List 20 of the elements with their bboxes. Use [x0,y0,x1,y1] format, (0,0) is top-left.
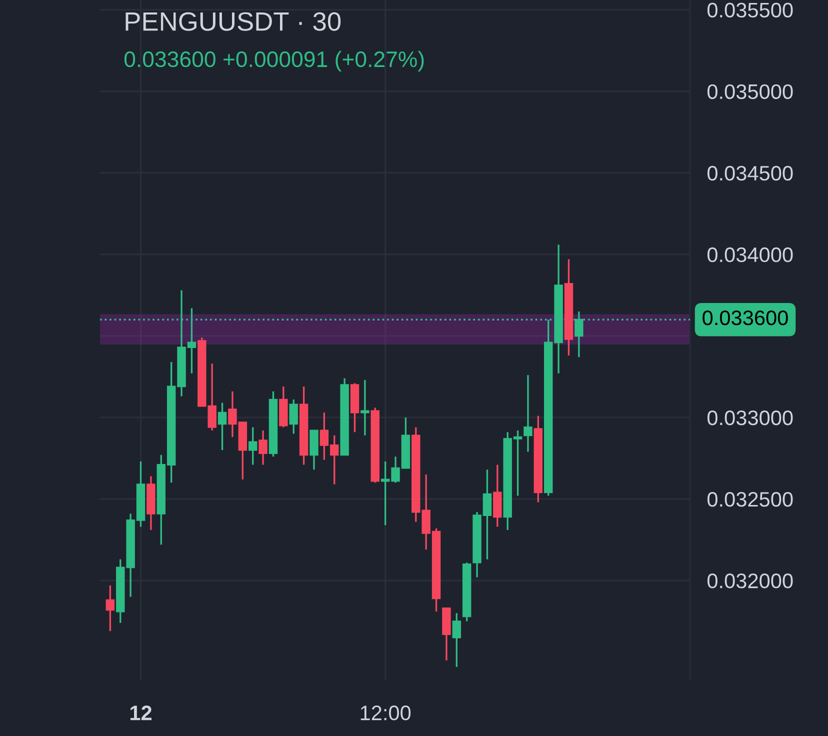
y-tick-label: 0.035000 [707,84,793,100]
y-tick-label: 0.034500 [707,166,793,181]
candlestick [106,584,115,632]
candlestick [248,426,258,466]
text: 0.033600 +0.000091 (+0.27%) [124,50,424,72]
y-tick-label: 0.033000 [707,410,793,426]
y-tick-label: 0.032000 [707,574,793,588]
ref-line-label: 0.033600 [702,310,788,326]
x-tick-label: 12 [130,706,152,720]
candlestick [524,374,532,453]
candlestick [258,430,268,466]
candlestick [452,612,462,668]
candlestick [360,379,370,436]
chart-title: PENGUUSDT · 30 [126,12,341,31]
candlestick [289,398,298,435]
y-tick-label: 0.034000 [707,247,793,262]
x-tick-label: 12:00 [360,706,411,720]
y-tick-label: 0.032500 [707,492,793,507]
y-tick-label: 0.035500 [707,2,793,18]
candlestick [218,402,227,451]
